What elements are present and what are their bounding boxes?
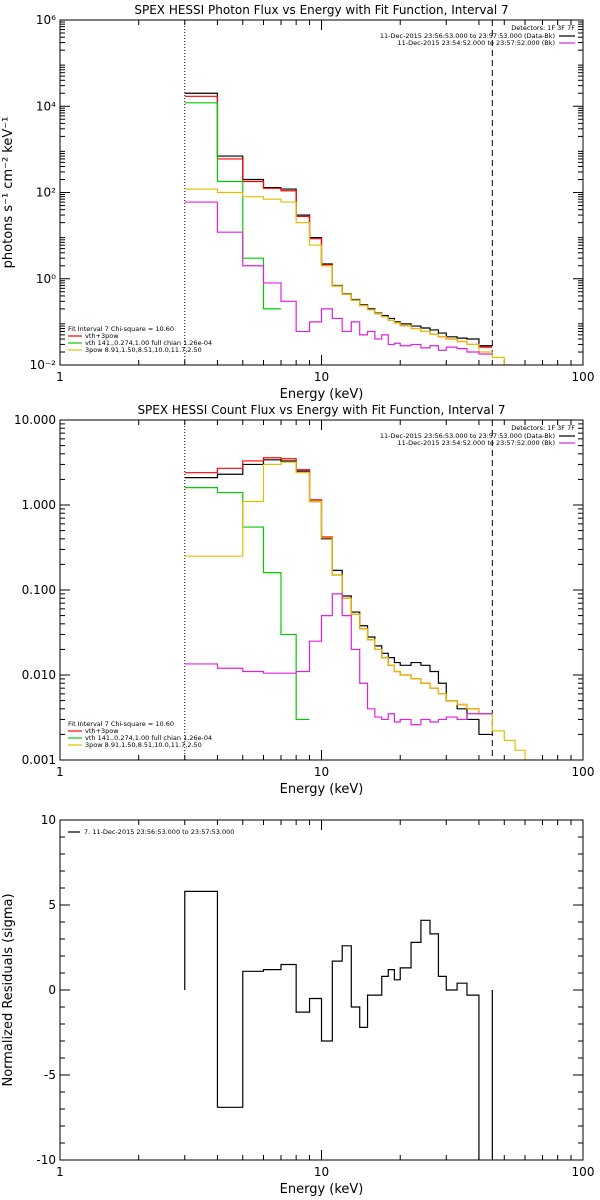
y-axis-label: photons s⁻¹ cm⁻² keV⁻¹ (1, 117, 16, 269)
legend-label: 11-Dec-2015 23:54:52.000 to 23:57:52.000… (398, 439, 556, 447)
x-tick-label: 100 (572, 765, 595, 779)
y-tick-label: -10 (36, 1153, 56, 1167)
plot-frame (59, 819, 584, 1161)
legend-label: 11-Dec-2015 23:56:53.000 to 23:57:53.000… (380, 432, 555, 440)
y-tick-label: 0.100 (22, 583, 56, 597)
x-tick-label: 100 (572, 370, 595, 384)
series-line (184, 593, 493, 726)
series-line (184, 201, 493, 355)
y-tick-label: 10 (41, 813, 56, 827)
y-tick-label: 10² (36, 186, 56, 200)
fit-legend-label: vth 141.,0.274,1.00 full chian 1.26e-04 (85, 339, 212, 347)
series-group (184, 457, 535, 760)
x-tick-label: 1 (56, 1165, 64, 1179)
y-axis-label: Normalized Residuals (sigma) (1, 893, 16, 1086)
series-line (184, 457, 493, 715)
x-tick-label: 10 (314, 765, 329, 779)
fit-legend-label: vth+3pow (85, 727, 119, 735)
legend-label: 7. 11-Dec-2015 23:56:53.000 to 23:57:53.… (84, 828, 234, 836)
legend-label: 11-Dec-2015 23:56:53.000 to 23:57:53.000… (380, 32, 555, 40)
x-axis-label: Energy (keV) (280, 782, 364, 797)
fit-legend-header: Fit Interval 7 Chi-square = 10.60 (68, 325, 174, 333)
y-tick-label: 5 (48, 898, 56, 912)
x-tick-label: 100 (572, 1165, 595, 1179)
y-tick-label: 10⁶ (36, 13, 56, 27)
y-tick-label: 0 (48, 983, 56, 997)
legend-header: Detectors: 1F 3F 7F (511, 24, 575, 32)
y-tick-label: 10⁴ (36, 99, 56, 113)
series-line (184, 487, 310, 721)
x-tick-label: 1 (56, 765, 64, 779)
x-axis-label: Energy (keV) (280, 387, 364, 402)
series-group (184, 890, 493, 1160)
series-line (184, 459, 493, 736)
y-tick-label: -5 (44, 1068, 56, 1082)
series-group (184, 92, 516, 365)
chart-title: SPEX HESSI Photon Flux vs Energy with Fi… (134, 3, 508, 17)
y-tick-label: 10⁻² (30, 358, 57, 372)
chart-panel-1: SPEX HESSI Photon Flux vs Energy with Fi… (1, 3, 594, 402)
fit-legend-label: vth+3pow (85, 332, 119, 340)
legend-header: Detectors: 1F 3F 7F (511, 424, 575, 432)
y-tick-label: 0.010 (22, 668, 56, 682)
series-line (184, 890, 493, 1160)
x-tick-label: 10 (314, 1165, 329, 1179)
plot-frame (59, 19, 584, 366)
series-line (184, 102, 281, 310)
series-line (184, 92, 493, 347)
chart-panel-3: 1 10 100 -10 -5 0 5 10 Energy (keV) Normalized Re… (1, 813, 594, 1197)
fit-legend-header: Fit Interval 7 Chi-square = 10.60 (68, 720, 174, 728)
fit-legend-label: 3pow 8.91,1.50,8.51,10.0,11.7,2.50 (85, 346, 202, 354)
series-line (184, 188, 516, 365)
chart-title: SPEX HESSI Count Flux vs Energy with Fit… (137, 403, 505, 417)
series-line (184, 95, 493, 348)
y-tick-label: 10.000 (14, 413, 56, 427)
y-tick-label: 1.000 (22, 498, 56, 512)
fit-legend-label: 3pow 8.91,1.50,8.51,10.0,11.7,2.50 (85, 741, 202, 749)
fit-legend-label: vth 141.,0.274,1.00 full chian 1.26e-04 (85, 734, 212, 742)
x-tick-label: 10 (314, 370, 329, 384)
chart-panel-2: SPEX HESSI Count Flux vs Energy with Fit… (14, 403, 594, 797)
y-tick-label: 0.001 (22, 753, 56, 767)
y-tick-label: 10⁰ (36, 272, 56, 286)
x-axis-label: Energy (keV) (280, 1182, 364, 1197)
legend-label: 11-Dec-2015 23:54:52.000 to 23:57:52.000… (398, 39, 556, 47)
x-tick-label: 1 (56, 370, 64, 384)
plot-frame (59, 419, 584, 761)
series-line (184, 461, 535, 760)
